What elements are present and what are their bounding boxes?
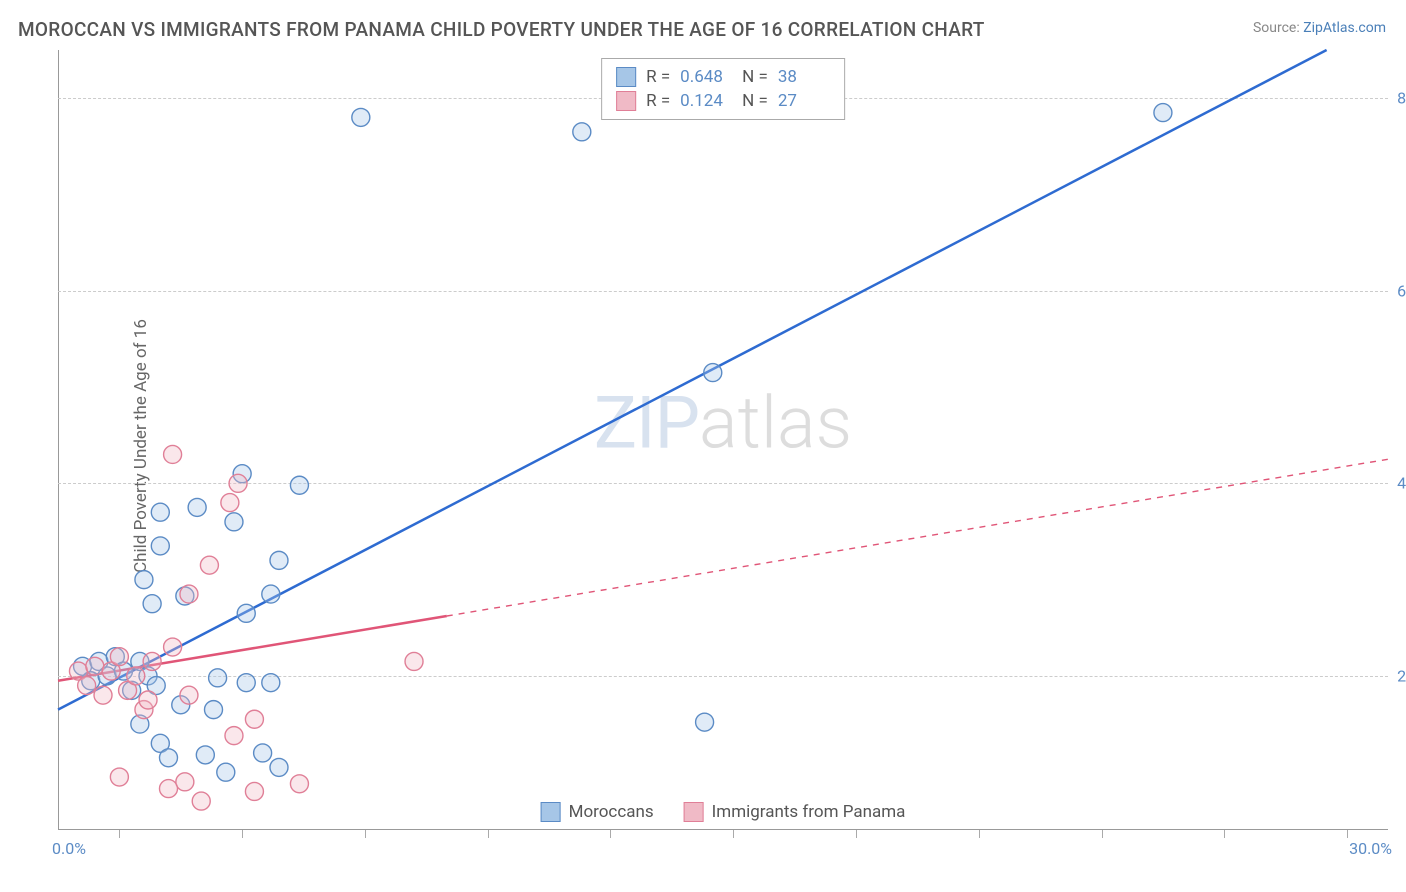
data-point: [143, 652, 161, 670]
data-point: [180, 686, 198, 704]
data-point: [110, 768, 128, 786]
data-point: [237, 604, 255, 622]
legend-n-value-1: 27: [778, 91, 830, 111]
legend-item-0: Moroccans: [541, 802, 654, 822]
data-point: [262, 674, 280, 692]
y-tick-label: 20.0%: [1397, 666, 1406, 685]
legend-stats-row-1: R = 0.124 N = 27: [616, 89, 830, 113]
data-point: [86, 657, 104, 675]
data-point: [164, 638, 182, 656]
y-tick-label: 60.0%: [1397, 281, 1406, 300]
legend-n-label-0: N =: [742, 67, 768, 87]
legend-r-label-1: R =: [646, 91, 670, 111]
data-point: [221, 494, 239, 512]
data-point: [290, 775, 308, 793]
y-tick-label: 80.0%: [1397, 89, 1406, 108]
data-point: [164, 445, 182, 463]
data-point: [110, 648, 128, 666]
data-point: [352, 108, 370, 126]
data-point: [143, 595, 161, 613]
data-point: [94, 686, 112, 704]
data-point: [245, 710, 263, 728]
data-point: [127, 667, 145, 685]
chart-title: MOROCCAN VS IMMIGRANTS FROM PANAMA CHILD…: [18, 18, 985, 41]
x-tick-label-last: 30.0%: [1349, 839, 1392, 858]
legend-r-label-0: R =: [646, 67, 670, 87]
data-point: [290, 476, 308, 494]
x-tick: [979, 830, 980, 838]
legend-item-swatch-1: [684, 802, 704, 822]
data-point: [1154, 104, 1172, 122]
data-point: [405, 652, 423, 670]
data-point: [270, 551, 288, 569]
x-tick: [119, 830, 120, 838]
data-point: [196, 746, 214, 764]
data-point: [200, 556, 218, 574]
x-tick: [1224, 830, 1225, 838]
x-tick: [488, 830, 489, 838]
legend-item-label-1: Immigrants from Panama: [712, 802, 906, 822]
data-point: [135, 571, 153, 589]
data-point: [159, 780, 177, 798]
legend-r-value-1: 0.124: [680, 91, 732, 111]
data-point: [254, 744, 272, 762]
x-tick: [1102, 830, 1103, 838]
data-point: [159, 749, 177, 767]
data-point: [192, 792, 210, 810]
legend-stats-row-0: R = 0.648 N = 38: [616, 65, 830, 89]
data-point: [237, 674, 255, 692]
legend-swatch-1: [616, 91, 636, 111]
data-point: [151, 503, 169, 521]
regression-line-dashed: [447, 459, 1388, 616]
legend-series: Moroccans Immigrants from Panama: [531, 802, 916, 822]
data-point: [229, 474, 247, 492]
data-point: [573, 123, 591, 141]
source-label: Source:: [1253, 20, 1303, 36]
data-point: [270, 758, 288, 776]
source-attribution: Source: ZipAtlas.com: [1253, 20, 1386, 36]
data-point: [151, 537, 169, 555]
scatter-chart: ZIPatlas 20.0%40.0%60.0%80.0% 0.0% R = 0…: [58, 50, 1388, 830]
x-tick: [610, 830, 611, 838]
x-tick: [242, 830, 243, 838]
x-tick: [365, 830, 366, 838]
data-point: [180, 585, 198, 603]
data-point: [139, 691, 157, 709]
data-point: [696, 713, 714, 731]
legend-r-value-0: 0.648: [680, 67, 732, 87]
x-tick: [733, 830, 734, 838]
x-tick-label-first: 0.0%: [52, 839, 86, 858]
x-tick: [856, 830, 857, 838]
legend-item-swatch-0: [541, 802, 561, 822]
source-link[interactable]: ZipAtlas.com: [1303, 20, 1386, 36]
plot-svg: [58, 50, 1388, 830]
data-point: [209, 669, 227, 687]
data-point: [225, 727, 243, 745]
y-tick-label: 40.0%: [1397, 474, 1406, 493]
data-point: [262, 585, 280, 603]
legend-stats: R = 0.648 N = 38 R = 0.124 N = 27: [601, 58, 845, 120]
data-point: [188, 498, 206, 516]
legend-swatch-0: [616, 67, 636, 87]
data-point: [704, 364, 722, 382]
data-point: [225, 513, 243, 531]
data-point: [245, 782, 263, 800]
data-point: [176, 773, 194, 791]
legend-item-1: Immigrants from Panama: [684, 802, 906, 822]
legend-item-label-0: Moroccans: [569, 802, 654, 822]
legend-n-label-1: N =: [742, 91, 768, 111]
x-tick: [1347, 830, 1348, 838]
data-point: [217, 763, 235, 781]
legend-n-value-0: 38: [778, 67, 830, 87]
data-point: [78, 677, 96, 695]
data-point: [205, 701, 223, 719]
